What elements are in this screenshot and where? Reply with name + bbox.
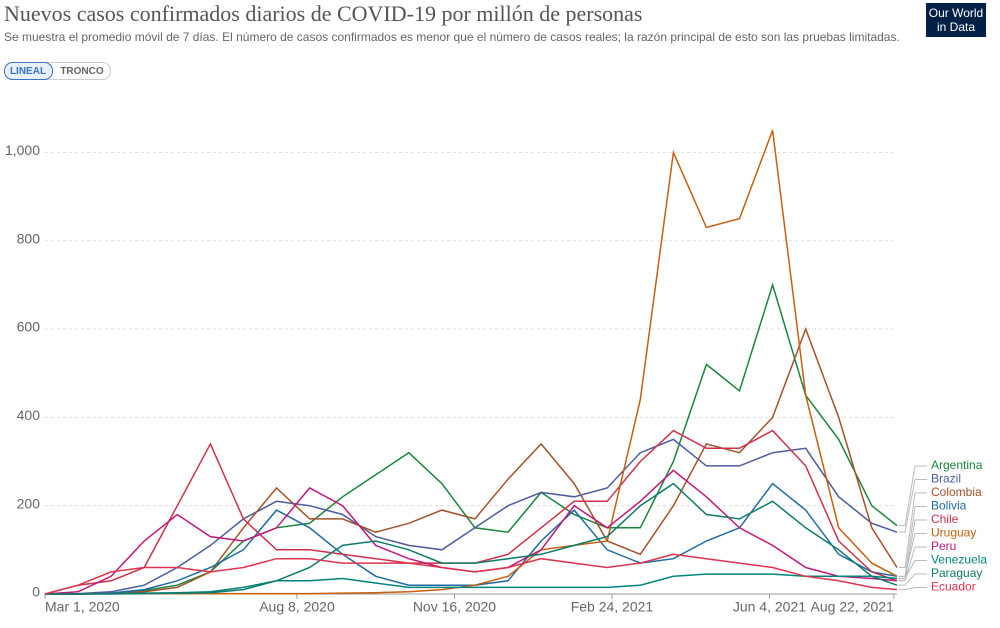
series-line: [45, 573, 898, 595]
x-tick-label: Nov 16, 2020: [413, 599, 496, 615]
y-tick-label: 0: [32, 584, 40, 600]
legend-connector: [899, 519, 927, 582]
legend-label: Colombia: [931, 485, 982, 499]
series-line: [44, 438, 898, 595]
scale-button-label[interactable]: LINEAL: [10, 66, 46, 77]
legend-label: Brazil: [931, 472, 961, 486]
legend-connector: [899, 492, 927, 569]
legend-connector: [899, 465, 927, 527]
y-tick-label: 400: [17, 407, 41, 423]
y-tick-label: 200: [17, 495, 41, 511]
legend-label: Paraguay: [931, 566, 982, 580]
series-line: [45, 482, 898, 595]
series-line: [45, 130, 898, 595]
scale-button-label[interactable]: TRONCO: [60, 66, 104, 77]
x-tick-label: Aug 22, 2021: [811, 599, 895, 615]
x-tick-label: Mar 1, 2020: [45, 599, 120, 615]
y-tick-label: 600: [17, 319, 41, 335]
series-line: [45, 326, 898, 595]
logo-text[interactable]: in Data: [937, 20, 975, 34]
chart-subtitle: Se muestra el promedio móvil de 7 días. …: [4, 30, 900, 44]
legend-connector: [899, 479, 927, 533]
series-line: [45, 482, 898, 595]
legend-label: Uruguay: [931, 526, 976, 540]
legend-connector: [899, 533, 927, 577]
legend-connector: [899, 573, 927, 586]
legend-label: Venezuela: [931, 553, 987, 567]
legend-label: Ecuador: [931, 580, 976, 594]
series-line: [44, 553, 898, 595]
legend-connector: [899, 560, 927, 580]
logo-box[interactable]: [926, 3, 986, 37]
x-tick-label: Feb 24, 2021: [571, 599, 654, 615]
x-tick-label: Aug 8, 2020: [259, 599, 335, 615]
legend-label: Bolivia: [931, 499, 967, 513]
y-tick-label: 1,000: [5, 142, 40, 158]
legend-connector: [899, 587, 927, 591]
legend-label: Argentina: [931, 458, 983, 472]
legend-label: Chile: [931, 512, 959, 526]
legend-connector: [899, 546, 927, 582]
y-tick-label: 800: [17, 230, 41, 246]
series-line: [45, 282, 898, 595]
scale-button-active[interactable]: [4, 62, 53, 80]
x-tick-label: Jun 4, 2021: [733, 599, 806, 615]
logo-text[interactable]: Our World: [929, 6, 983, 20]
chart-title: Nuevos casos confirmados diarios de COVI…: [4, 1, 642, 26]
legend-label: Peru: [931, 539, 956, 553]
